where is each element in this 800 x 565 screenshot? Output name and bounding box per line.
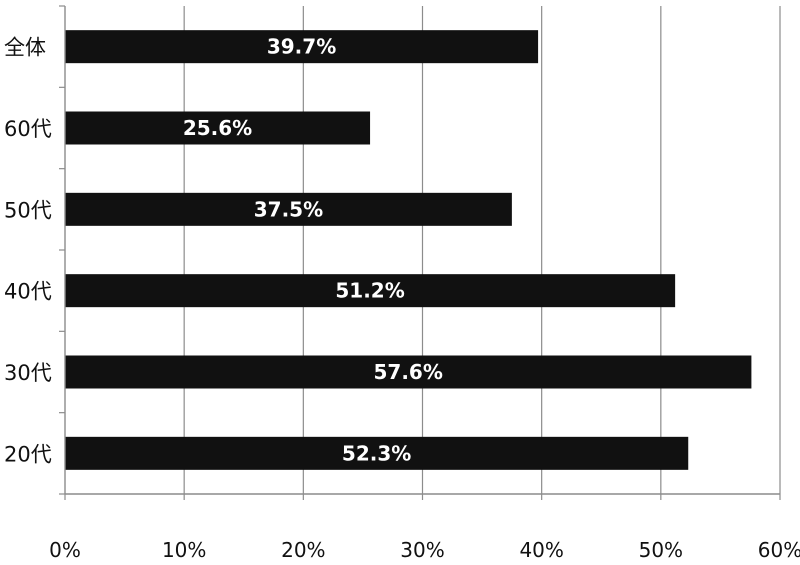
data-label: 39.7% [267, 35, 336, 59]
category-label: 50代 [4, 198, 52, 222]
category-label: 全体 [4, 36, 46, 60]
bar [65, 192, 512, 226]
category-label: 30代 [4, 361, 52, 385]
bar [65, 436, 689, 470]
bar [65, 274, 676, 308]
category-label: 20代 [4, 442, 52, 466]
x-tick-label: 40% [519, 538, 563, 562]
x-tick-label: 10% [162, 538, 206, 562]
x-tick-label: 60% [758, 538, 800, 562]
bar [65, 111, 371, 145]
x-tick-label: 20% [281, 538, 325, 562]
data-label: 51.2% [335, 279, 404, 303]
bar [65, 30, 539, 64]
axes [59, 5, 781, 500]
x-tick-label: 30% [400, 538, 444, 562]
category-label: 40代 [4, 280, 52, 304]
bar [65, 355, 752, 389]
x-tick-label: 0% [49, 538, 81, 562]
data-label: 52.3% [342, 441, 411, 465]
data-label: 37.5% [254, 197, 323, 221]
labels: 0% 10% 20% 30% 40% 50% 60% 全体 39.7% 60代 25.6% 50代 37… [4, 35, 800, 562]
gridlines [183, 6, 781, 494]
x-tick-label: 50% [639, 538, 683, 562]
data-label: 25.6% [183, 116, 252, 140]
bars [65, 30, 752, 470]
data-label: 57.6% [374, 360, 443, 384]
category-label: 60代 [4, 117, 52, 141]
